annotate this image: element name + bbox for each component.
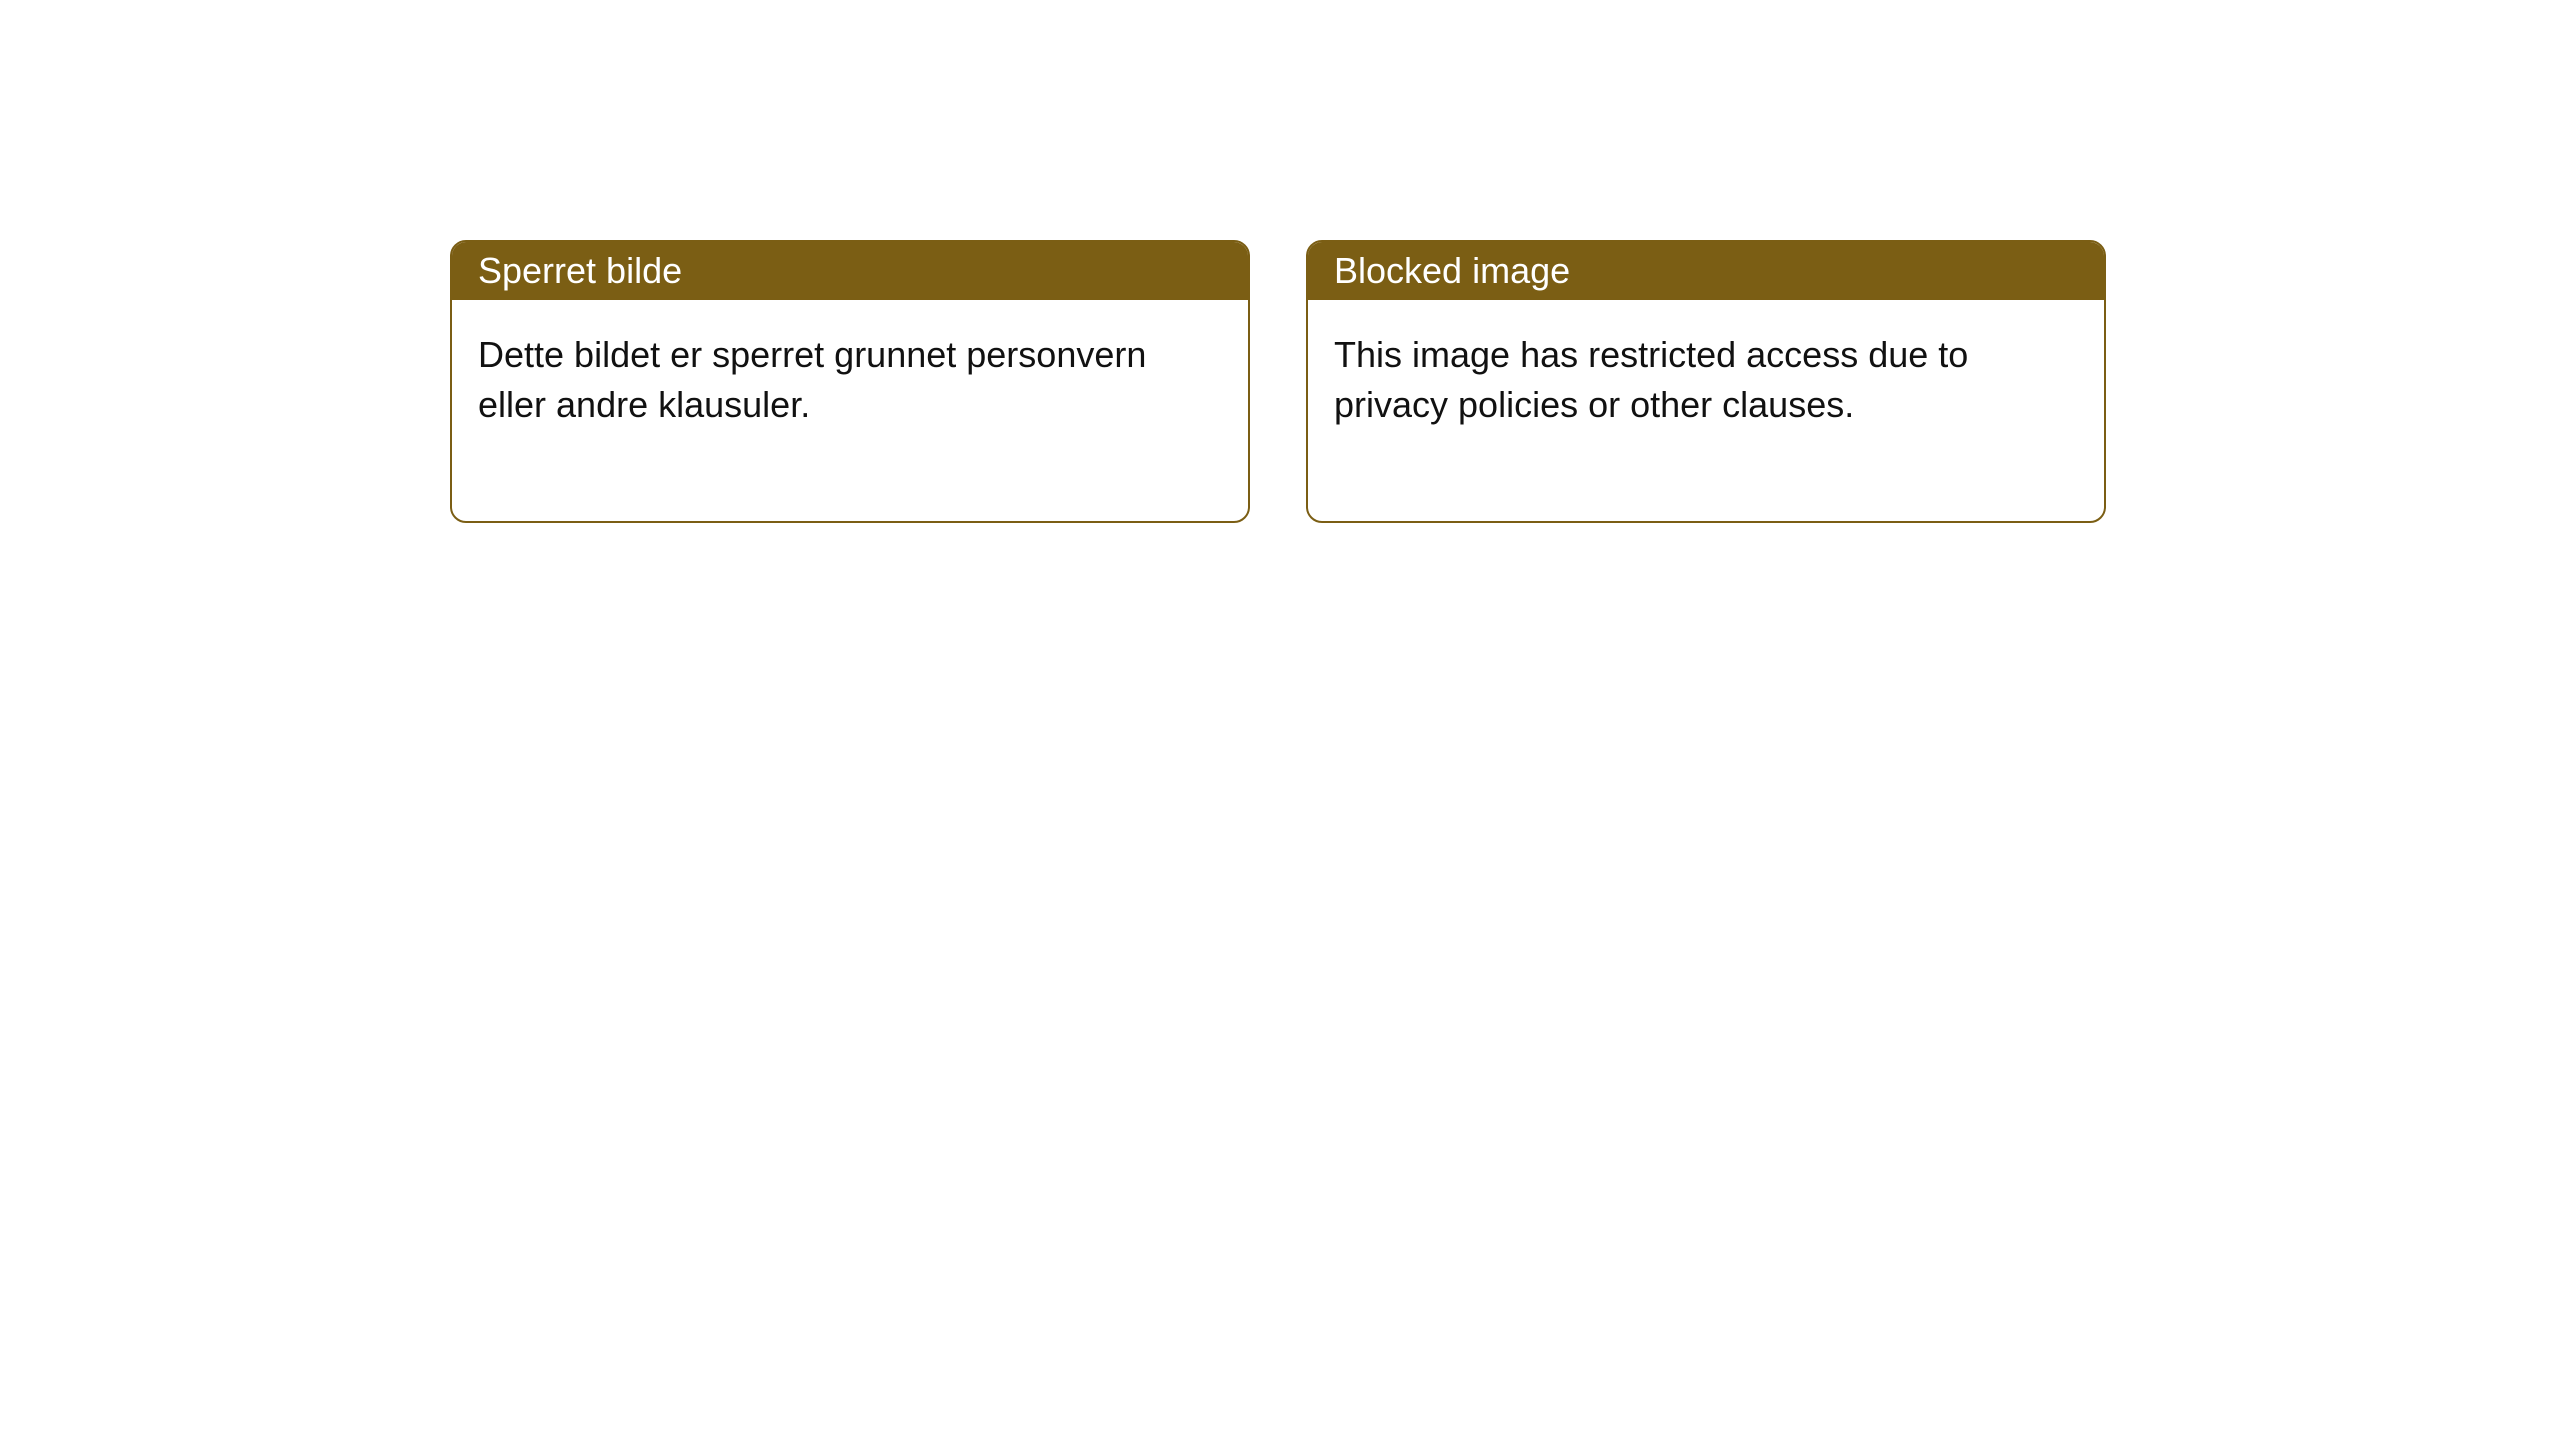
notice-card-title: Blocked image [1308, 242, 2104, 300]
notice-card-body: Dette bildet er sperret grunnet personve… [452, 300, 1248, 521]
notice-card-english: Blocked image This image has restricted … [1306, 240, 2106, 523]
notice-container: Sperret bilde Dette bildet er sperret gr… [0, 0, 2560, 523]
notice-card-body: This image has restricted access due to … [1308, 300, 2104, 521]
notice-card-norwegian: Sperret bilde Dette bildet er sperret gr… [450, 240, 1250, 523]
notice-card-title: Sperret bilde [452, 242, 1248, 300]
